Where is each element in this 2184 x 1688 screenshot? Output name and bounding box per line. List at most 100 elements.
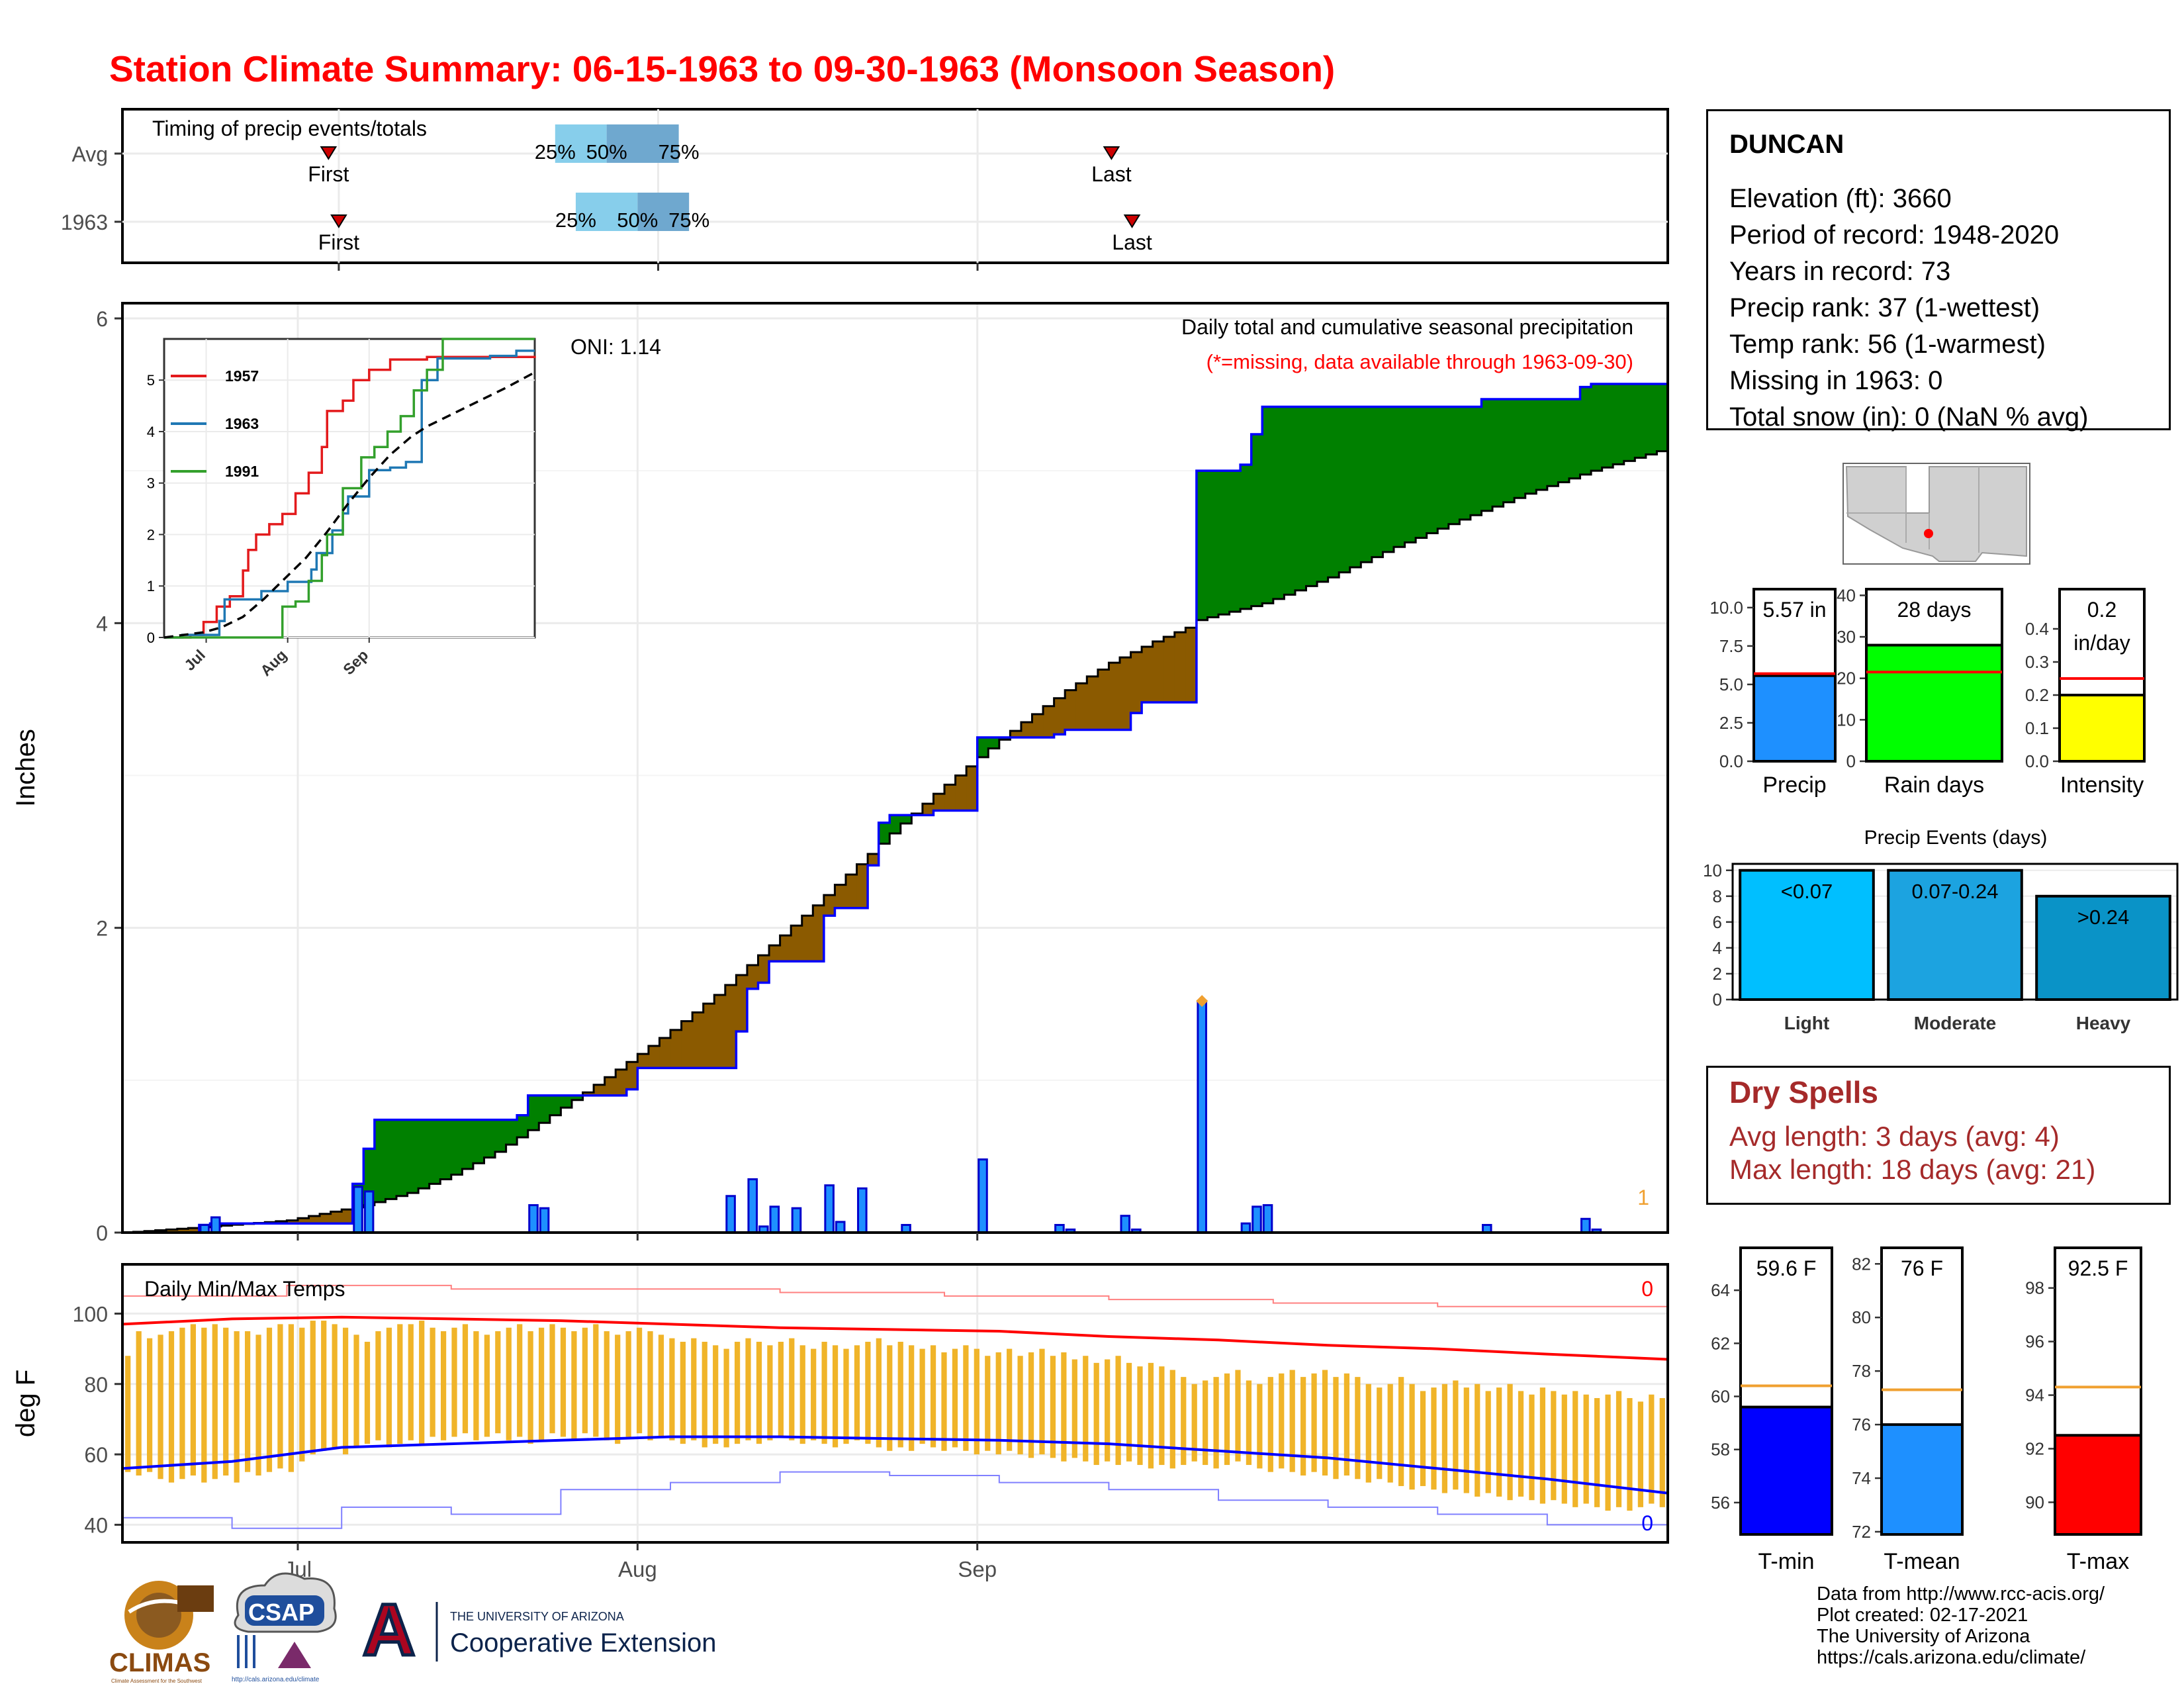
gauge-label-gauge_tmean: T-mean [1884,1549,1960,1574]
gauge-ytick-label-gauge_intensity: 0.0 [2025,751,2049,771]
timing-label-75: 75% [659,140,700,164]
temps-daily-bar [1300,1377,1306,1476]
gauge-ytick-label-gauge_raindays: 20 [1837,669,1856,688]
temps-daily-bar [1126,1362,1132,1462]
gauge-ytick-label-gauge_precip: 10.0 [1709,598,1743,618]
temps-daily-bar [789,1338,795,1440]
temps-daily-bar [234,1331,240,1483]
temps-daily-bar [691,1338,697,1440]
precip-surplus-band [1218,471,1230,615]
gauge-value-gauge_tmean: 76 F [1901,1256,1943,1280]
gauge-value-gauge_tmax: 92.5 F [2068,1256,2128,1280]
inset-series-line-1991 [164,338,535,639]
events-value-label-0: <0.07 [1781,880,1833,903]
temps-daily-bar [146,1338,153,1472]
precip-surplus-band [889,815,901,833]
precip-deficit-band [966,766,978,811]
temps-daily-bar [1191,1383,1197,1462]
temps-daily-bar [342,1327,349,1455]
precip-surplus-band [988,737,1000,749]
timing-bar-25-50 [575,193,638,231]
precip-frame [121,302,1669,1234]
temps-xtick-label-2: Sep [958,1557,997,1581]
temps-daily-bar [538,1327,545,1440]
station-precip-rank: Precip rank: 37 (1-wettest) [1729,293,2040,322]
climas-logo-text: CLIMAS [109,1648,210,1677]
temps-daily-bar [865,1341,871,1444]
temps-daily-bar [734,1341,741,1444]
precip-deficit-band [1109,663,1120,730]
temps-record-min-line [122,1471,1668,1532]
station-period: Period of record: 1948-2020 [1729,220,2060,250]
precip-deficit-band [791,925,803,962]
gauge-label-gauge_tmin: T-min [1758,1549,1815,1574]
temps-daily-bar [1594,1398,1600,1507]
temps-daily-bar [963,1345,969,1451]
precip-surplus-band [517,1115,529,1138]
temps-daily-bar [266,1327,273,1472]
temps-daily-bar [1529,1394,1535,1501]
precip-surplus-band [549,1095,562,1115]
temps-daily-bar [713,1345,719,1444]
gauge-label-gauge_tmax: T-max [2067,1549,2129,1574]
temps-missing-min: 0 [1641,1511,1653,1535]
gauge-ytick-label-gauge_tmean: 78 [1852,1361,1871,1381]
gauge-ytick-label-gauge_tmin: 60 [1711,1387,1730,1407]
precip-events-panel: Precip Events (days) 0 2 4 6 8 10 <0.07 Light 0.0… [1703,827,2179,1033]
temps-daily-bar [658,1335,664,1437]
logos: CLIMAS Climate Assessment for the Southw… [109,1572,716,1684]
temps-daily-bar [680,1341,686,1444]
precip-deficit-band [868,854,880,866]
events-title: Precip Events (days) [1864,827,2048,849]
precip-daily-bar [539,1207,550,1234]
timing-label-first: First [318,230,359,254]
gauge-ytick-label-gauge_tmin: 58 [1711,1440,1730,1460]
temps-daily-bar [1398,1377,1404,1486]
timing-title: Timing of precip events/totals [152,117,427,140]
precip-surplus-band [1383,406,1394,552]
precip-surplus-band [473,1119,485,1164]
precip-deficit-band [1032,714,1044,737]
temps-daily-bar [1507,1383,1513,1501]
timing-row-label: Avg [71,142,108,166]
temps-daily-bar [1007,1348,1013,1451]
temps-daily-bar [974,1348,979,1455]
gauge-unit-gauge_intensity: in/day [2073,631,2130,655]
precip-deficit-band [177,1229,189,1233]
inset-legend-label-1991: 1991 [225,463,259,480]
precip-daily-bar [1240,1222,1251,1234]
precip-deficit-band [1174,632,1186,703]
temps-daily-bar [1496,1387,1502,1497]
gauge-label-gauge_precip: Precip [1762,773,1826,798]
precip-surplus-band [900,815,912,824]
precip-daily-bar [528,1204,539,1234]
gauge-label-gauge_intensity: Intensity [2060,773,2144,798]
precip-surplus-band [1284,406,1296,595]
gauge-bar-gauge_raindays [1865,643,2003,763]
precip-deficit-band [582,1092,594,1096]
precip-deficit-band [1043,706,1055,737]
temps-daily-bar [930,1345,936,1448]
temps-ytick-label-0: 40 [84,1513,108,1537]
precip-deficit-band [648,1046,660,1068]
precip-daily-bar [1197,1000,1207,1234]
precip-surplus-band [396,1119,408,1196]
precip-daily-bar [769,1205,780,1234]
precip-deficit-band [287,1220,298,1224]
temps-daily-bar [1235,1370,1241,1462]
precip-ytick-label-3: 6 [96,307,108,331]
precip-deficit-band [188,1228,200,1233]
precip-surplus-band [407,1119,419,1194]
climas-logo-subtext: Climate Assessment for the Southwest [111,1678,203,1684]
events-value-label-1: 0.07-0.24 [1912,880,1999,903]
precip-surplus-band [1328,406,1340,578]
precip-deficit-band [637,1054,649,1068]
precip-daily-bar [978,1158,988,1234]
temps-daily-bar [1343,1373,1350,1476]
temps-daily-bar [1572,1391,1578,1507]
precip-surplus-band [429,1119,441,1184]
map-arizona-shape [1845,466,2027,562]
precip-surplus-band [539,1095,551,1123]
temps-daily-bar [1475,1383,1480,1497]
precip-oni-label: ONI: 1.14 [570,335,661,359]
